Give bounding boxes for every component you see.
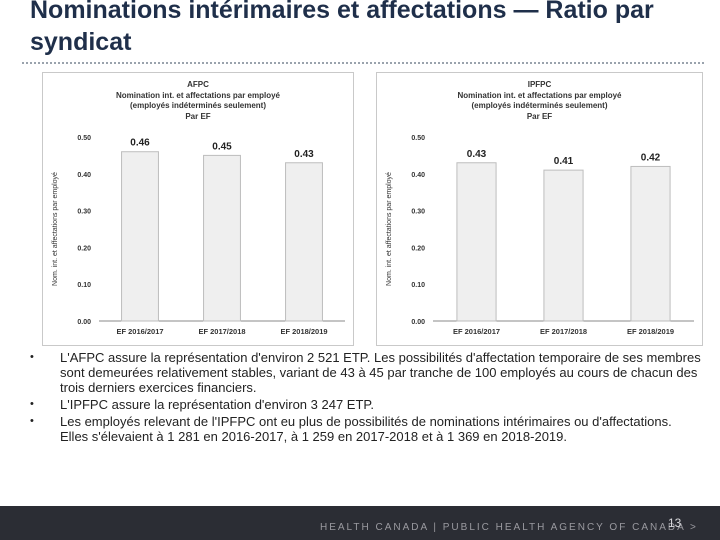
bullet-item: • L'IPFPC assure la représentation d'envi… — [30, 397, 702, 412]
data-label: 0.46 — [130, 138, 150, 149]
footer-bar: HEALTH CANADA | PUBLIC HEALTH AGENCY OF … — [0, 506, 720, 540]
bar — [285, 162, 323, 322]
y-tick-label: 0.40 — [411, 172, 425, 179]
chart-subtitle: Nomination int. et affectations par empl… — [116, 91, 281, 100]
bullet-text: L'IPFPC assure la représentation d'envir… — [60, 397, 375, 412]
x-tick-label: EF 2018/2019 — [280, 327, 327, 336]
data-label: 0.45 — [212, 141, 232, 152]
y-tick-label: 0.10 — [411, 282, 425, 289]
bullet-marker: • — [30, 398, 34, 410]
chart-subtitle: Par EF — [185, 112, 210, 121]
y-tick-label: 0.00 — [411, 319, 425, 326]
bullet-text: Les employés relevant de l'IPFPC ont eu … — [60, 414, 672, 444]
bullet-text: L'AFPC assure la représentation d'enviro… — [60, 350, 701, 395]
y-tick-label: 0.40 — [77, 172, 91, 179]
chart-title: IPFPC — [528, 80, 552, 89]
bar — [203, 154, 241, 322]
y-tick-label: 0.50 — [77, 135, 91, 142]
bullet-item: • Les employés relevant de l'IPFPC ont eu… — [30, 414, 702, 444]
y-tick-label: 0.00 — [77, 319, 91, 326]
chart-ipfpc-svg: IPFPC Nomination int. et affectations par… — [386, 80, 694, 336]
data-label: 0.41 — [554, 156, 574, 167]
chart-afpc: AFPC Nomination int. et affectations par … — [42, 72, 354, 346]
x-tick-label: EF 2016/2017 — [116, 327, 163, 336]
bar — [630, 165, 671, 322]
chart-subtitle: (employés indéterminés seulement) — [130, 101, 266, 110]
data-label: 0.43 — [294, 149, 314, 160]
y-tick-label: 0.50 — [411, 135, 425, 142]
chart-afpc-svg: AFPC Nomination int. et affectations par … — [52, 80, 345, 336]
bullet-marker: • — [30, 351, 34, 363]
bullet-item: • L'AFPC assure la représentation d'envir… — [30, 350, 702, 395]
chart-title: AFPC — [187, 80, 209, 89]
y-tick-label: 0.20 — [411, 245, 425, 252]
data-label: 0.42 — [641, 152, 661, 163]
page-title: Nominations intérimaires et affectations… — [30, 0, 654, 56]
chart-ipfpc: IPFPC Nomination int. et affectations par… — [376, 72, 703, 346]
x-tick-label: EF 2017/2018 — [198, 327, 245, 336]
bar — [121, 151, 159, 322]
x-tick-label: EF 2017/2018 — [540, 327, 587, 336]
y-axis-label: Nom. int. et affectations par employé — [52, 172, 59, 286]
x-tick-label: EF 2018/2019 — [627, 327, 674, 336]
page-number: 13 — [668, 516, 682, 530]
y-tick-label: 0.10 — [77, 282, 91, 289]
y-tick-label: 0.20 — [77, 245, 91, 252]
bullet-marker: • — [30, 415, 34, 427]
data-label: 0.43 — [467, 149, 487, 160]
y-tick-label: 0.30 — [77, 209, 91, 216]
chart-subtitle: Nomination int. et affectations par empl… — [457, 91, 622, 100]
footer-text: HEALTH CANADA | PUBLIC HEALTH AGENCY OF … — [320, 522, 698, 533]
bullet-list: • L'AFPC assure la représentation d'envir… — [30, 350, 702, 446]
x-tick-label: EF 2016/2017 — [453, 327, 500, 336]
chart-subtitle: (employés indéterminés seulement) — [471, 101, 607, 110]
y-tick-label: 0.30 — [411, 209, 425, 216]
bar — [456, 162, 497, 322]
bar — [543, 169, 584, 322]
y-axis-label: Nom. int. et affectations par employé — [386, 172, 393, 286]
title-divider — [22, 62, 704, 64]
chart-subtitle: Par EF — [527, 112, 552, 121]
